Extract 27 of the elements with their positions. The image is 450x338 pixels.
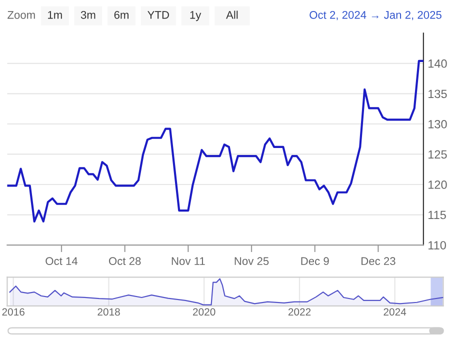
x-tick-label: 2018 <box>98 308 120 316</box>
y-tick-label: 110 <box>428 241 446 250</box>
y-tick-label: 140 <box>428 59 447 68</box>
text: All <box>226 10 238 19</box>
x-tick-label: Oct 14 <box>46 257 78 266</box>
text: 1y <box>190 11 202 22</box>
y-tick-label: 120 <box>428 180 447 189</box>
x-tick-label: Nov 11 <box>172 257 205 266</box>
x-tick-label: 2024 <box>384 308 406 316</box>
y-tick-label: 130 <box>428 120 447 128</box>
y-tick-label: 125 <box>428 150 447 159</box>
x-tick-label: 2016 <box>2 308 24 316</box>
x-tick-label: Dec 23 <box>362 257 396 266</box>
text: Oct 2, 2024 → Jan 2, 2025 <box>310 11 442 20</box>
x-tick-label: Dec 9 <box>301 257 329 266</box>
y-tick-label: 115 <box>428 210 446 220</box>
text: 3m <box>80 11 96 19</box>
x-tick-label: 2020 <box>193 308 216 316</box>
line-series <box>7 60 424 222</box>
x-tick-label: Oct 28 <box>108 257 141 266</box>
x-tick-label: Nov 25 <box>234 257 269 266</box>
text: 6m <box>114 11 128 19</box>
text: YTD <box>148 11 169 19</box>
text: 1m <box>48 11 62 19</box>
x-tick-label: 2022 <box>288 308 311 316</box>
text: Zoom <box>8 11 35 19</box>
y-tick-label: 135 <box>428 90 447 98</box>
